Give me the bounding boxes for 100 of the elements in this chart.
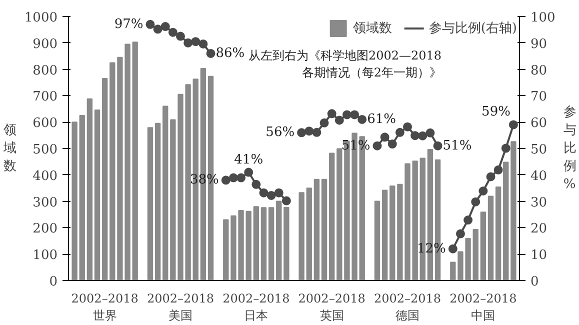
- bar: [510, 141, 516, 280]
- point: [403, 122, 412, 132]
- data-label: 51%: [442, 138, 472, 154]
- point: [153, 24, 162, 34]
- point: [433, 141, 442, 150]
- point: [471, 197, 480, 206]
- bar: [382, 190, 388, 280]
- bar: [223, 219, 229, 280]
- data-label: 56%: [266, 125, 295, 140]
- y2-tick-label: 20: [530, 222, 548, 237]
- point: [372, 141, 382, 150]
- y-tick-label: 1000: [24, 10, 58, 26]
- bar: [503, 162, 509, 280]
- point: [494, 165, 503, 174]
- y-tick-label: 900: [32, 36, 58, 52]
- bar: [246, 210, 252, 280]
- point: [228, 173, 238, 182]
- bar: [284, 206, 290, 280]
- point: [146, 20, 155, 29]
- y-tick-label: 500: [32, 142, 58, 158]
- point: [160, 22, 170, 32]
- x-tick-label: 2002–2018 中国: [450, 292, 517, 322]
- point: [259, 188, 268, 198]
- x-tick-label: 2002–2018 世界: [71, 292, 138, 322]
- point: [191, 37, 200, 46]
- y2-tick-label: 70: [530, 90, 548, 105]
- point: [395, 128, 404, 137]
- point: [410, 131, 420, 140]
- bar: [147, 127, 154, 280]
- point: [312, 128, 322, 137]
- y-axis-title: 领域数: [2, 123, 16, 174]
- point: [221, 176, 230, 185]
- bar: [314, 178, 320, 280]
- x-tick-label: 2002–2018 美国: [146, 292, 214, 322]
- bar: [79, 115, 85, 280]
- point: [501, 144, 510, 153]
- bar: [336, 148, 342, 280]
- bar: [110, 62, 116, 280]
- bar: [162, 106, 168, 280]
- bar: [253, 206, 260, 280]
- data-label: 61%: [367, 112, 396, 127]
- point: [350, 110, 360, 120]
- y2-axis-title: 参与比例%: [563, 105, 576, 192]
- y2-tick-label: 100: [530, 10, 556, 26]
- point: [380, 132, 390, 142]
- y-tick-label: 800: [32, 63, 58, 78]
- y-tick-label: 600: [32, 116, 58, 132]
- y-tick-label: 200: [32, 222, 58, 237]
- point: [448, 244, 458, 254]
- point: [297, 128, 306, 138]
- data-label: 86%: [216, 46, 245, 61]
- point: [320, 118, 329, 128]
- data-label: 41%: [234, 152, 264, 168]
- point: [456, 229, 465, 238]
- annotation: 从左到右为《科学地图2002—2018 各期情况（每2年一期）》: [248, 48, 442, 80]
- point: [282, 196, 291, 206]
- data-label: 59%: [482, 104, 510, 120]
- y2-tick-label: 80: [530, 63, 548, 78]
- bar: [328, 152, 335, 280]
- point: [418, 131, 428, 140]
- y-tick-label: 400: [32, 168, 58, 184]
- point: [486, 172, 496, 182]
- bar: [268, 207, 274, 280]
- y2-tick-label: 50: [530, 142, 548, 158]
- point: [198, 39, 208, 48]
- point: [358, 114, 367, 124]
- point: [304, 126, 314, 136]
- bar: [86, 98, 93, 280]
- y-tick-label: 700: [32, 90, 58, 105]
- y2-tick-label: 60: [530, 116, 548, 132]
- bar: [374, 200, 380, 280]
- point: [252, 180, 261, 189]
- bar: [495, 186, 502, 280]
- bar: [72, 122, 78, 280]
- point: [274, 188, 284, 198]
- point: [266, 191, 276, 200]
- y-tick-label: 0: [49, 274, 58, 290]
- y2-tick-label: 90: [530, 36, 548, 52]
- point: [334, 116, 344, 125]
- point: [176, 32, 185, 41]
- y2-tick-label: 10: [530, 248, 548, 264]
- bar: [488, 196, 494, 280]
- point: [478, 186, 488, 196]
- y2-tick-label: 30: [530, 195, 548, 210]
- point: [244, 168, 254, 177]
- point: [206, 48, 216, 58]
- point: [388, 140, 397, 149]
- point: [342, 110, 352, 120]
- y-tick-label: 300: [32, 195, 58, 210]
- bar: [306, 188, 312, 280]
- legend-label: 领域数: [352, 20, 392, 37]
- bar: [260, 207, 267, 280]
- y-tick-label: 100: [32, 248, 58, 264]
- bar: [321, 178, 328, 280]
- legend-label: 参与比例(右轴): [428, 20, 517, 37]
- data-label: 97%: [114, 16, 144, 32]
- x-tick-label: 2002–2018 英国: [298, 292, 366, 322]
- bar: [154, 122, 161, 280]
- point: [508, 120, 518, 130]
- point: [464, 216, 473, 225]
